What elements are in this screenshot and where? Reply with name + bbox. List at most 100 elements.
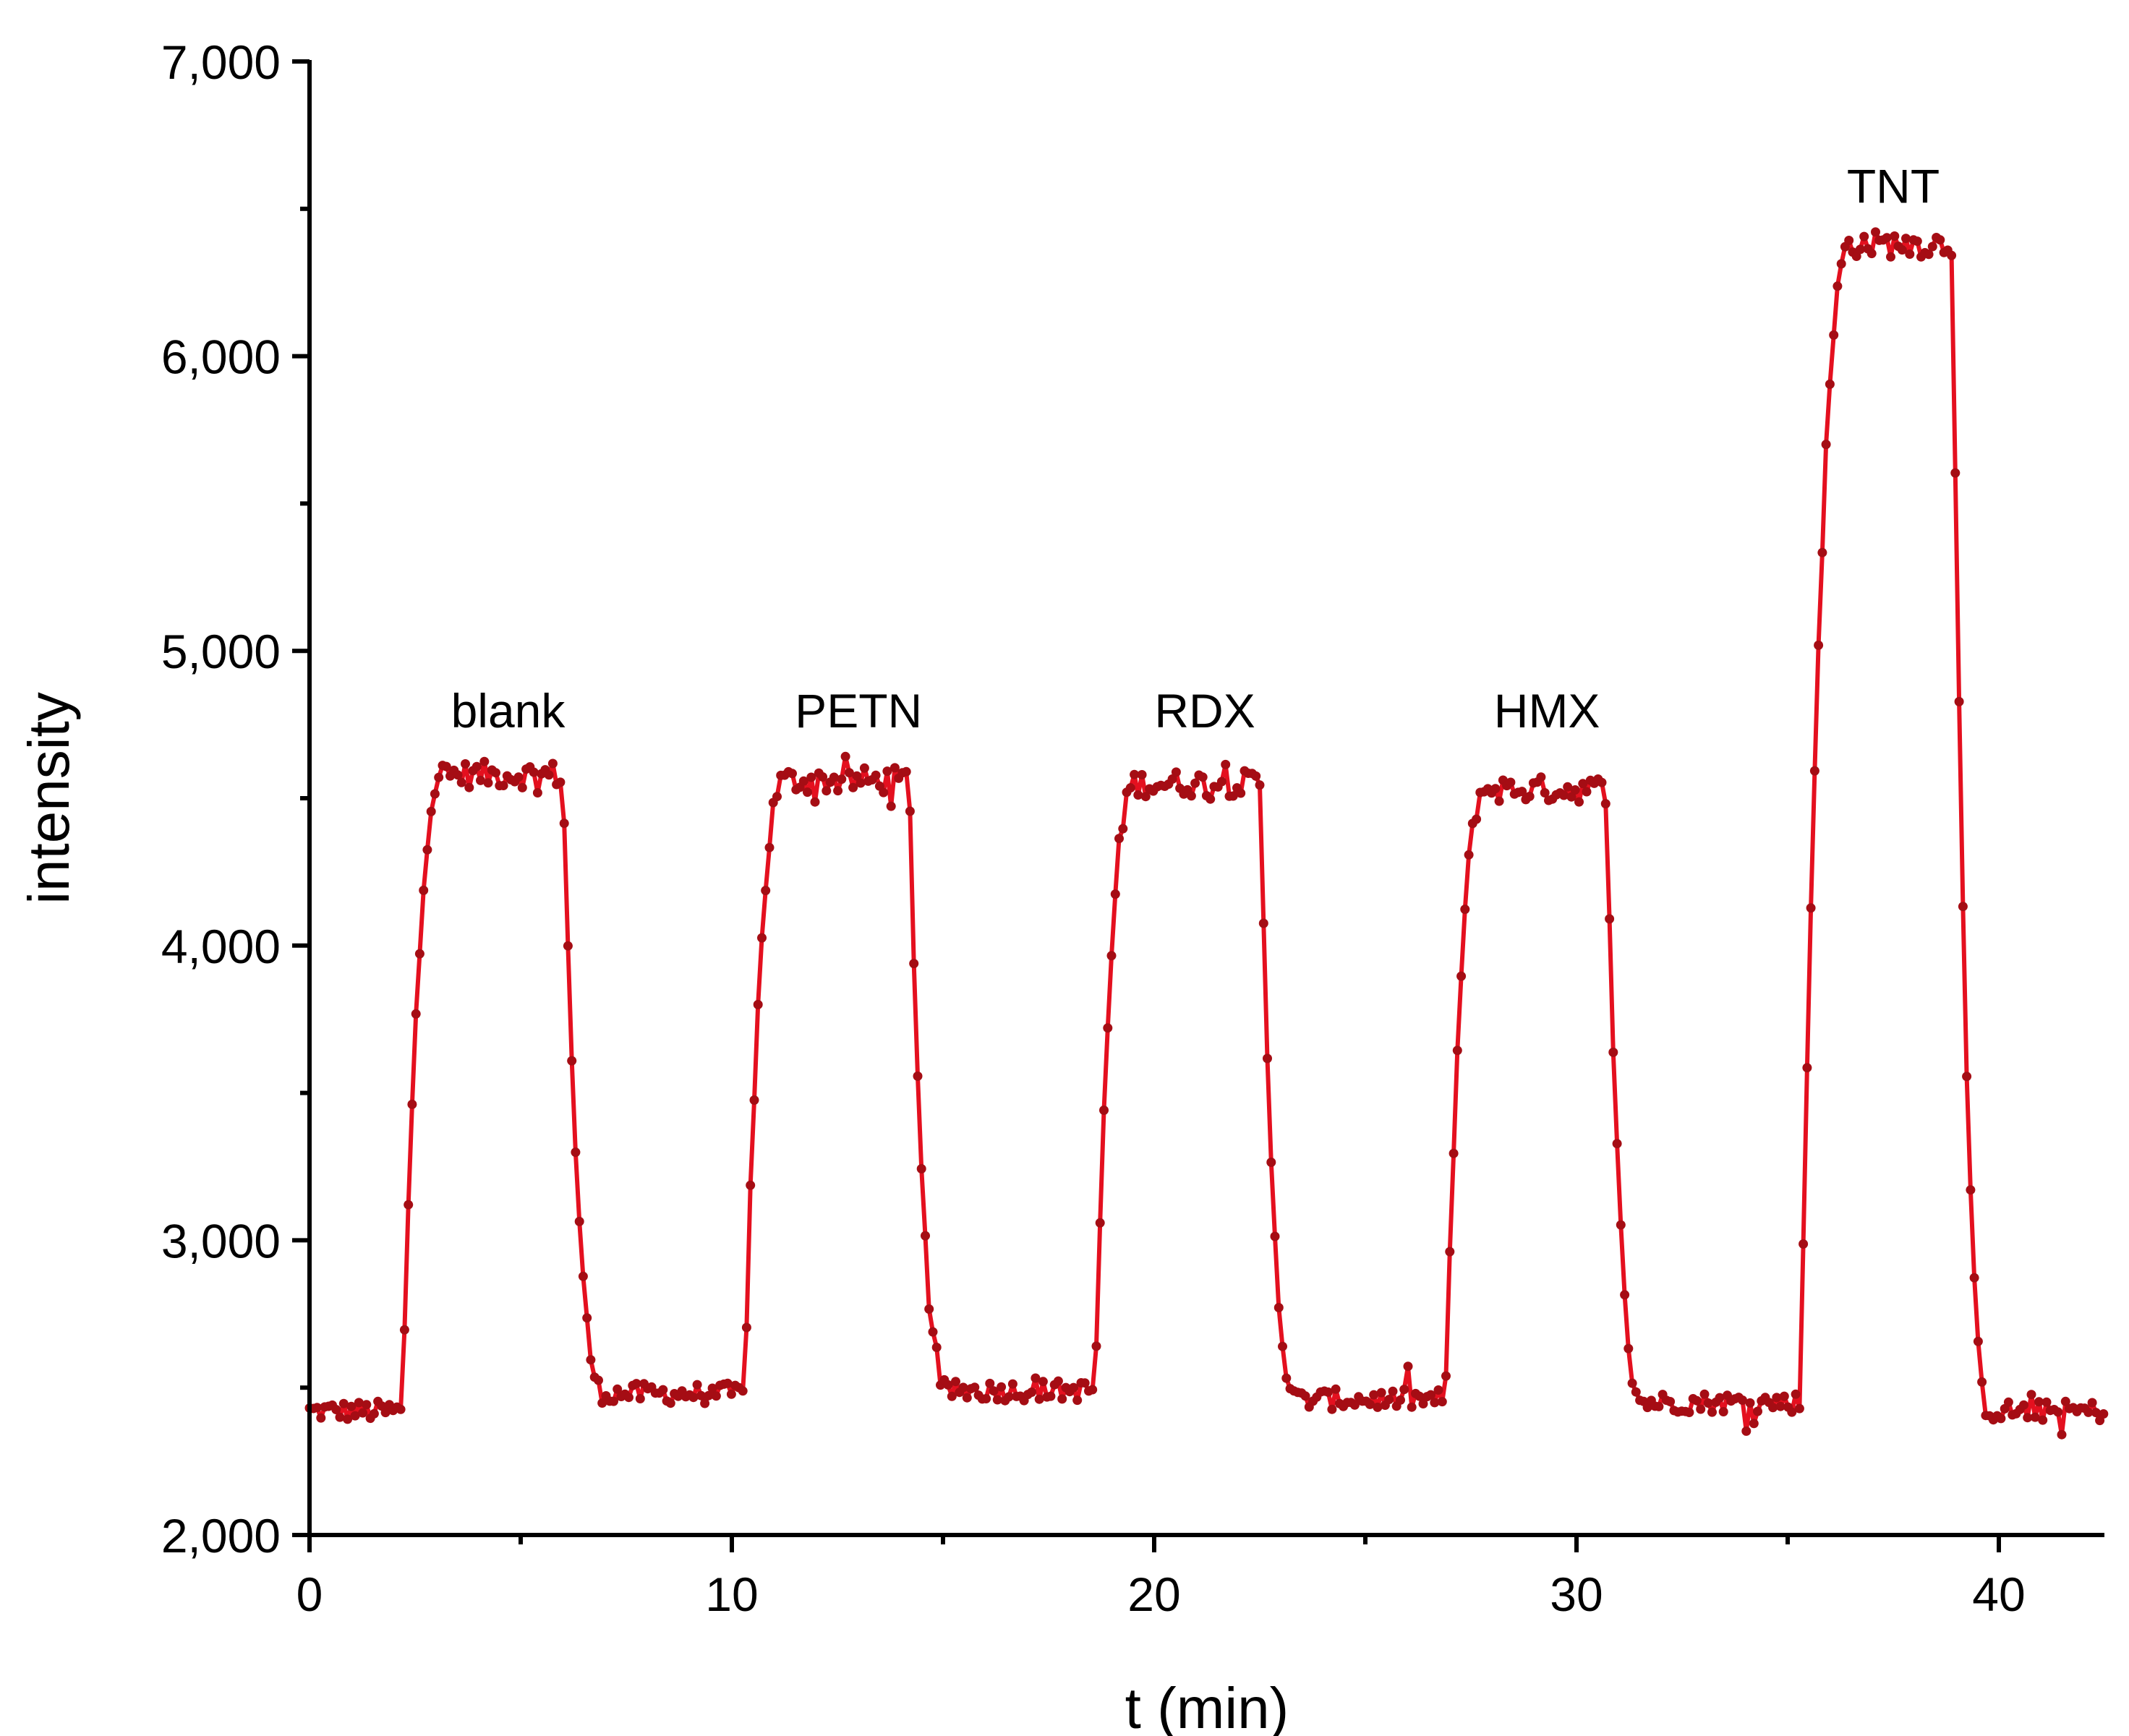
data-point: [1890, 231, 1900, 241]
data-point: [1365, 1399, 1375, 1409]
data-point: [613, 1384, 623, 1394]
data-point: [419, 885, 429, 895]
data-point: [806, 772, 816, 782]
data-point: [498, 781, 508, 790]
data-point: [597, 1398, 607, 1408]
data-point: [1582, 787, 1592, 797]
data-point: [871, 770, 881, 780]
data-point: [958, 1382, 968, 1393]
data-point: [2023, 1413, 2033, 1423]
data-point: [1080, 1378, 1090, 1388]
data-point: [1456, 971, 1467, 981]
data-point: [947, 1391, 957, 1401]
data-point: [354, 1398, 364, 1408]
data-point: [981, 1394, 991, 1403]
data-point: [1331, 1384, 1341, 1394]
data-point: [757, 933, 767, 943]
data-point: [700, 1398, 710, 1408]
data-point: [2091, 1408, 2101, 1418]
data-point: [1624, 1343, 1634, 1354]
data-point: [1263, 1053, 1272, 1064]
data-point: [2041, 1397, 2052, 1407]
data-point: [491, 768, 500, 778]
data-point: [1258, 918, 1268, 928]
data-point: [1464, 850, 1474, 860]
series-line: [309, 229, 2106, 1437]
data-point: [822, 786, 832, 796]
data-point: [404, 1200, 414, 1210]
data-point: [1866, 249, 1877, 259]
data-point: [1255, 780, 1265, 790]
data-point: [810, 797, 820, 807]
data-point: [1396, 1395, 1405, 1405]
data-point: [1038, 1377, 1048, 1387]
data-point: [635, 1394, 645, 1403]
data-point: [913, 1071, 923, 1081]
x-tick-label: 0: [296, 1568, 323, 1621]
data-point: [1004, 1392, 1014, 1402]
data-point: [711, 1391, 721, 1401]
data-point: [859, 763, 869, 773]
data-point: [563, 941, 573, 951]
x-tick-label: 30: [1550, 1568, 1603, 1621]
data-point: [764, 842, 775, 852]
data-point: [1707, 1407, 1717, 1417]
data-point: [1426, 1390, 1435, 1400]
y-tick-label: 6,000: [161, 330, 281, 384]
data-point: [1228, 791, 1238, 801]
data-point: [1620, 1290, 1630, 1300]
x-tick-label: 20: [1127, 1568, 1180, 1621]
peak-label: blank: [451, 684, 566, 737]
data-point: [1171, 767, 1181, 777]
data-point: [1449, 1148, 1459, 1158]
data-point: [380, 1408, 391, 1418]
data-point: [1905, 249, 1915, 259]
data-point: [1266, 1158, 1276, 1167]
data-point: [844, 768, 854, 778]
data-point: [476, 775, 485, 785]
data-point: [1106, 951, 1117, 961]
data-point: [1642, 1403, 1652, 1413]
data-point: [1631, 1387, 1641, 1397]
data-point: [582, 1313, 592, 1323]
data-point: [1494, 796, 1504, 806]
data-point: [461, 759, 470, 769]
data-point: [1415, 1391, 1425, 1401]
x-axis-title: t (min): [1125, 1676, 1289, 1736]
data-point: [970, 1382, 980, 1393]
data-point: [479, 756, 490, 766]
data-point: [441, 761, 451, 771]
data-point: [1802, 1063, 1812, 1073]
data-point: [335, 1412, 345, 1422]
data-point: [688, 1393, 699, 1403]
peak-label: PETN: [795, 684, 922, 737]
data-point: [547, 758, 558, 769]
data-point: [464, 782, 474, 792]
data-point: [331, 1405, 341, 1414]
data-point: [1524, 792, 1535, 801]
data-point: [1027, 1387, 1037, 1397]
data-point: [312, 1403, 322, 1413]
data-point: [909, 959, 919, 969]
data-point: [741, 1322, 751, 1333]
data-point: [1947, 250, 1957, 260]
data-point: [1574, 797, 1584, 807]
data-point: [586, 1355, 596, 1365]
data-point: [761, 886, 771, 896]
data-point: [1996, 1414, 2006, 1424]
data-point: [1566, 792, 1577, 802]
data-point: [726, 1389, 736, 1399]
data-point: [1612, 1139, 1622, 1149]
y-axis-title: intensity: [17, 692, 81, 904]
data-point: [879, 787, 889, 798]
data-point: [422, 845, 432, 855]
data-point: [1859, 231, 1869, 241]
data-point: [1053, 1376, 1063, 1386]
data-point: [1133, 790, 1143, 800]
data-point: [1103, 1023, 1113, 1033]
data-point: [1608, 1047, 1618, 1057]
data-point: [483, 778, 493, 788]
data-point: [749, 1095, 759, 1105]
data-point: [1597, 777, 1607, 787]
data-point: [992, 1395, 1002, 1405]
